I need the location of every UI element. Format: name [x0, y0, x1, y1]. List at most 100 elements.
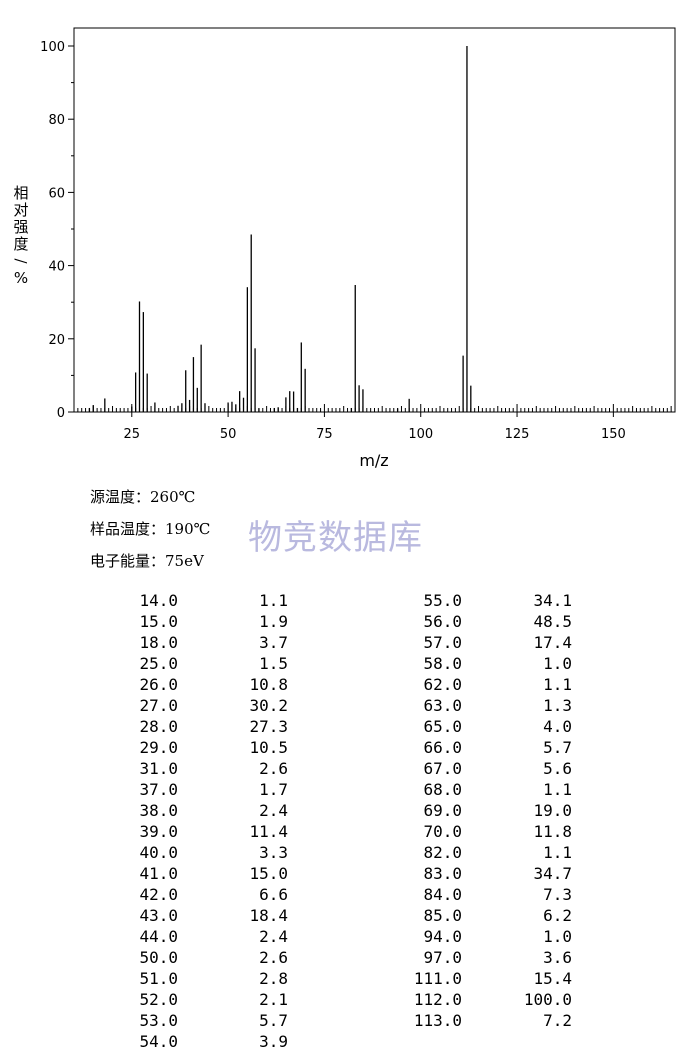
- x-tick-label: 125: [505, 427, 530, 442]
- peak-mz: 112.0: [413, 990, 462, 1009]
- peak-row: 31.0 2.6: [130, 758, 288, 779]
- peak-row: 70.0 11.8: [414, 821, 572, 842]
- peak-abundance: 1.5: [259, 654, 288, 673]
- y-tick-label: 80: [48, 113, 65, 128]
- peak-mz: 52.0: [139, 990, 178, 1009]
- peak-row: 37.0 1.7: [130, 779, 288, 800]
- peak-mz: 94.0: [423, 927, 462, 946]
- x-tick-label: 25: [124, 427, 141, 442]
- peak-mz: 40.0: [139, 843, 178, 862]
- peak-abundance: 19.0: [533, 801, 572, 820]
- x-axis-label: m/z: [359, 451, 388, 470]
- peak-abundance: 100.0: [523, 990, 572, 1009]
- sample-temperature: 样品温度：190℃: [90, 520, 211, 538]
- x-tick-label: 50: [220, 427, 237, 442]
- peak-row: 85.0 6.2: [414, 905, 572, 926]
- peak-row: 54.0 3.9: [130, 1031, 288, 1052]
- peak-row: 68.0 1.1: [414, 779, 572, 800]
- minor-ticks: [73, 404, 676, 412]
- peak-abundance: 7.3: [543, 885, 572, 904]
- peak-mz: 66.0: [423, 738, 462, 757]
- peak-table-left: 14.0 1.1 15.0 1.9 18.0 3.7 25.0 1.5 26.0 10.8 27.0…: [130, 590, 288, 1052]
- peak-mz: 111.0: [413, 969, 462, 988]
- peak-abundance: 5.7: [259, 1011, 288, 1030]
- peak-abundance: 1.0: [543, 654, 572, 673]
- x-tick-label: 75: [316, 427, 333, 442]
- peak-mz: 54.0: [139, 1032, 178, 1051]
- y-axis-label-char: 对: [13, 201, 28, 219]
- peak-row: 69.0 19.0: [414, 800, 572, 821]
- peak-mz: 55.0: [423, 591, 462, 610]
- y-axis-label-char: 相: [13, 184, 28, 202]
- peak-abundance: 27.3: [249, 717, 288, 736]
- peak-abundance: 15.4: [533, 969, 572, 988]
- peak-abundance: 2.6: [259, 948, 288, 967]
- peak-abundance: 6.2: [543, 906, 572, 925]
- peak-abundance: 1.3: [543, 696, 572, 715]
- peak-row: 62.0 1.1: [414, 674, 572, 695]
- peak-mz: 43.0: [139, 906, 178, 925]
- y-tick-label: 40: [48, 260, 65, 275]
- peak-mz: 51.0: [139, 969, 178, 988]
- peak-abundance: 17.4: [533, 633, 572, 652]
- y-tick-label: 60: [48, 186, 65, 201]
- peak-abundance: 1.7: [259, 780, 288, 799]
- y-axis-label-char: /: [12, 258, 30, 264]
- peak-mz: 18.0: [139, 633, 178, 652]
- peak-mz: 68.0: [423, 780, 462, 799]
- y-axis-label-char: 度: [13, 235, 28, 253]
- peak-abundance: 30.2: [249, 696, 288, 715]
- peak-row: 94.0 1.0: [414, 926, 572, 947]
- peak-row: 28.0 27.3: [130, 716, 288, 737]
- peak-row: 55.0 34.1: [414, 590, 572, 611]
- peak-mz: 26.0: [139, 675, 178, 694]
- peak-mz: 28.0: [139, 717, 178, 736]
- peak-row: 53.0 5.7: [130, 1010, 288, 1031]
- peak-row: 40.0 3.3: [130, 842, 288, 863]
- peak-mz: 84.0: [423, 885, 462, 904]
- watermark: 物竞数据库: [248, 518, 423, 558]
- peak-row: 51.0 2.8: [130, 968, 288, 989]
- peak-abundance: 10.5: [249, 738, 288, 757]
- peak-mz: 31.0: [139, 759, 178, 778]
- peak-mz: 27.0: [139, 696, 178, 715]
- peak-mz: 29.0: [139, 738, 178, 757]
- peak-row: 111.0 15.4: [414, 968, 572, 989]
- peak-mz: 70.0: [423, 822, 462, 841]
- spectrum-bars: [88, 46, 472, 412]
- peak-abundance: 11.4: [249, 822, 288, 841]
- peak-row: 112.0 100.0: [414, 989, 572, 1010]
- peak-mz: 41.0: [139, 864, 178, 883]
- peak-abundance: 2.4: [259, 801, 288, 820]
- peak-abundance: 1.9: [259, 612, 288, 631]
- peak-abundance: 15.0: [249, 864, 288, 883]
- peak-abundance: 1.1: [259, 591, 288, 610]
- x-tick-label: 150: [601, 427, 626, 442]
- peak-mz: 67.0: [423, 759, 462, 778]
- peak-row: 58.0 1.0: [414, 653, 572, 674]
- peak-row: 63.0 1.3: [414, 695, 572, 716]
- peak-abundance: 34.1: [533, 591, 572, 610]
- peak-row: 82.0 1.1: [414, 842, 572, 863]
- peak-mz: 65.0: [423, 717, 462, 736]
- peak-row: 52.0 2.1: [130, 989, 288, 1010]
- peak-row: 113.0 7.2: [414, 1010, 572, 1031]
- y-tick-label: 100: [40, 40, 65, 55]
- peak-row: 26.0 10.8: [130, 674, 288, 695]
- peak-abundance: 3.3: [259, 843, 288, 862]
- peak-row: 42.0 6.6: [130, 884, 288, 905]
- peak-row: 15.0 1.9: [130, 611, 288, 632]
- peak-abundance: 2.6: [259, 759, 288, 778]
- peak-mz: 53.0: [139, 1011, 178, 1030]
- peak-row: 38.0 2.4: [130, 800, 288, 821]
- peak-mz: 83.0: [423, 864, 462, 883]
- peak-mz: 15.0: [139, 612, 178, 631]
- peak-row: 43.0 18.4: [130, 905, 288, 926]
- peak-abundance: 10.8: [249, 675, 288, 694]
- y-tick-label: 20: [48, 333, 65, 348]
- peak-row: 41.0 15.0: [130, 863, 288, 884]
- peak-abundance: 5.7: [543, 738, 572, 757]
- peak-abundance: 34.7: [533, 864, 572, 883]
